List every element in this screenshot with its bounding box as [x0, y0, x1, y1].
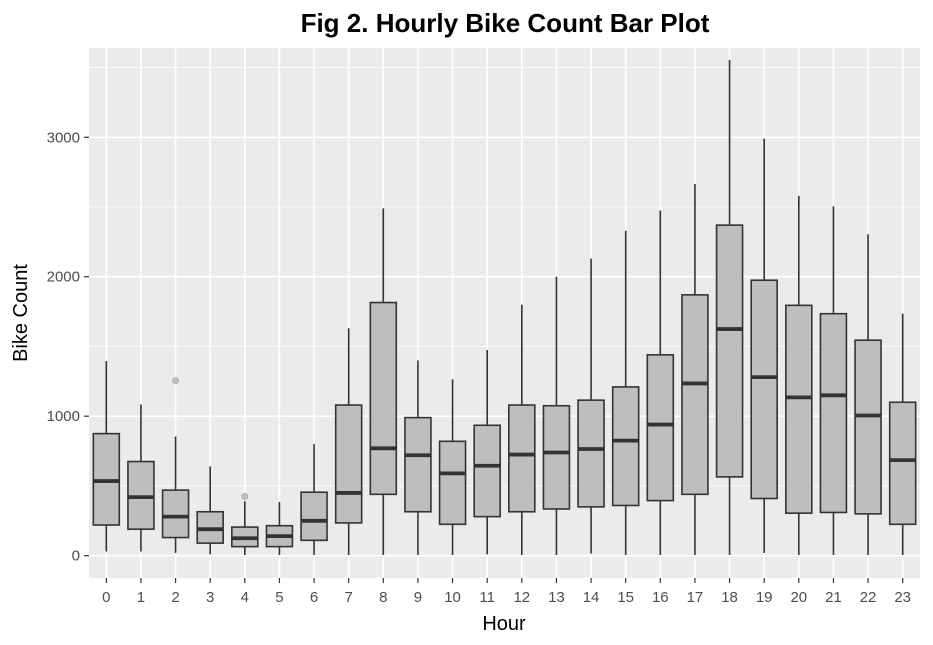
box-iqr — [473, 424, 501, 518]
box-hour-8 — [369, 208, 398, 555]
box-hour-6 — [300, 444, 328, 555]
box-iqr — [888, 401, 917, 526]
y-axis: 0 1000 2000 3000 — [47, 129, 89, 565]
x-tick-label: 20 — [790, 589, 807, 606]
x-tick-label: 17 — [687, 589, 704, 606]
box-iqr — [300, 491, 328, 542]
box-hour-15 — [611, 230, 640, 555]
box-hour-18 — [715, 59, 744, 555]
box-hour-13 — [542, 276, 571, 555]
x-tick-label: 5 — [275, 589, 283, 606]
box-hour-9 — [404, 360, 432, 555]
x-tick-label: 4 — [241, 589, 249, 606]
box-hour-19 — [750, 138, 778, 553]
box-iqr — [404, 416, 432, 513]
x-tick-label: 2 — [171, 589, 179, 606]
box-iqr — [715, 224, 744, 478]
box-hour-12 — [508, 304, 536, 555]
x-tick-label: 14 — [583, 589, 600, 606]
outlier-point — [172, 377, 180, 385]
x-tick-label: 9 — [414, 589, 422, 606]
box-hour-7 — [334, 328, 363, 555]
x-axis: 0 1 2 3 4 5 6 7 8 9 10 11 12 13 14 15 16 17 18 19 20 21 22 23 — [102, 578, 911, 606]
chart-title: Fig 2. Hourly Bike Count Bar Plot — [301, 8, 710, 38]
box-iqr — [854, 339, 882, 515]
x-tick-label: 13 — [548, 589, 565, 606]
x-tick-label: 23 — [894, 589, 911, 606]
box-hour-16 — [646, 210, 675, 555]
boxes — [92, 59, 917, 555]
y-tick-label: 2000 — [47, 269, 80, 286]
box-hour-14 — [577, 258, 605, 554]
box-hour-17 — [681, 183, 709, 555]
box-iqr — [577, 399, 605, 508]
box-hour-21 — [819, 206, 848, 555]
box-iqr — [611, 386, 640, 507]
x-tick-label: 22 — [860, 589, 877, 606]
box-iqr — [819, 312, 848, 514]
x-tick-label: 12 — [513, 589, 530, 606]
x-tick-label: 19 — [756, 589, 773, 606]
x-tick-label: 15 — [617, 589, 634, 606]
x-tick-label: 8 — [379, 589, 387, 606]
x-tick-label: 6 — [310, 589, 318, 606]
box-iqr — [334, 404, 363, 524]
y-axis-title: Bike Count — [10, 264, 32, 362]
box-hour-2 — [161, 377, 190, 553]
x-tick-label: 21 — [825, 589, 842, 606]
plot-panel — [89, 48, 920, 578]
box-hour-20 — [785, 195, 813, 555]
box-hour-1 — [127, 404, 155, 552]
box-hour-4 — [231, 492, 259, 555]
box-hour-10 — [438, 379, 467, 555]
box-hour-11 — [473, 349, 501, 555]
box-iqr — [508, 404, 536, 513]
box-iqr — [369, 301, 398, 496]
outlier-point — [241, 492, 249, 500]
box-hour-23 — [888, 313, 917, 555]
x-tick-label: 7 — [345, 589, 353, 606]
box-iqr — [681, 294, 709, 496]
x-tick-label: 18 — [721, 589, 738, 606]
x-tick-label: 11 — [479, 589, 495, 606]
box-hour-5 — [265, 501, 294, 555]
box-iqr — [161, 489, 190, 539]
box-hour-0 — [92, 361, 121, 552]
box-iqr — [750, 279, 778, 500]
x-tick-label: 16 — [652, 589, 669, 606]
x-tick-label: 1 — [137, 589, 145, 606]
box-iqr — [438, 440, 467, 526]
y-tick-label: 1000 — [47, 408, 80, 425]
x-tick-label: 10 — [444, 589, 461, 606]
y-tick-label: 3000 — [47, 129, 80, 146]
x-axis-title: Hour — [482, 613, 526, 635]
y-tick-label: 0 — [72, 548, 80, 565]
x-tick-label: 0 — [102, 589, 110, 606]
box-hour-22 — [854, 234, 882, 555]
box-iqr — [785, 304, 813, 514]
box-iqr — [542, 404, 571, 510]
box-iqr — [646, 354, 675, 502]
x-tick-label: 3 — [206, 589, 214, 606]
box-hour-3 — [196, 466, 224, 555]
